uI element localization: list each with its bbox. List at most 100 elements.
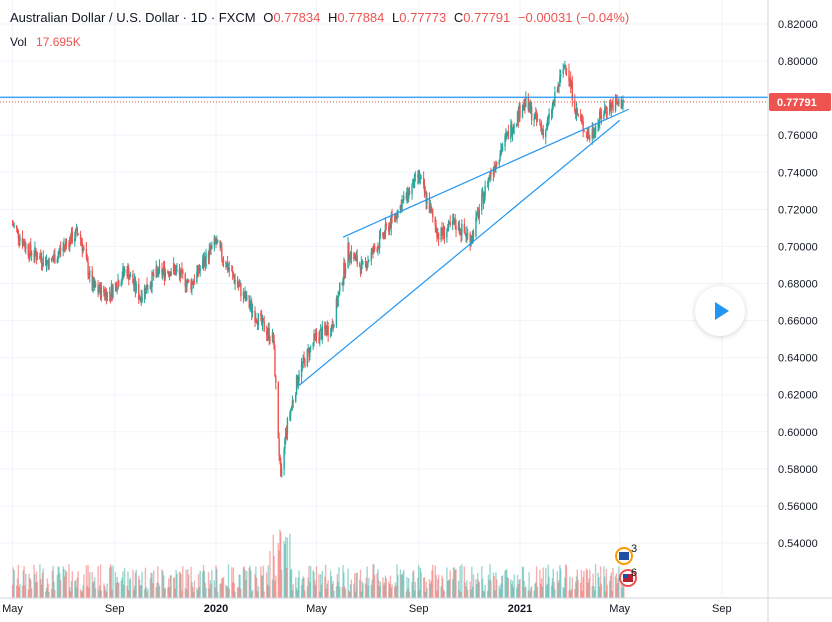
candle-body: [99, 284, 101, 291]
volume-bar: [556, 571, 559, 598]
volume-bar: [41, 572, 44, 598]
candle-body: [621, 106, 623, 109]
volume-bar: [184, 588, 186, 598]
volume-bar: [35, 581, 37, 598]
volume-bar: [418, 590, 421, 598]
candle-body: [338, 290, 340, 297]
candle-body: [108, 292, 111, 295]
volume-bar: [292, 584, 294, 598]
candle-body: [343, 262, 345, 279]
candle-body: [36, 259, 39, 261]
volume-bar: [530, 587, 532, 598]
candle-body: [132, 274, 134, 284]
volume-bar: [396, 564, 398, 598]
candle-body: [319, 330, 321, 342]
volume-bar: [586, 569, 588, 598]
candle-body: [452, 220, 454, 225]
volume-bar: [559, 568, 562, 598]
economic-events[interactable]: 3 6: [615, 543, 637, 587]
symbol-title: Australian Dollar / U.S. Dollar · 1D · F…: [10, 10, 256, 25]
volume-bar: [234, 591, 236, 598]
candle-body: [534, 114, 536, 119]
volume-bar: [382, 577, 384, 598]
event-au-icon[interactable]: 3: [615, 543, 637, 565]
candle-body: [210, 245, 212, 249]
candle-body: [506, 131, 509, 134]
volume-bar: [605, 568, 608, 598]
replay-play-button[interactable]: [695, 286, 745, 336]
volume-bar: [301, 578, 304, 598]
candle-body: [176, 269, 178, 271]
candle-body: [407, 187, 409, 200]
trend-lines[interactable]: [0, 96, 768, 386]
volume-bar: [403, 569, 405, 598]
volume-bar: [400, 574, 402, 598]
x-tick-label: 2021: [508, 603, 532, 615]
candle-body: [434, 217, 436, 226]
volume-bar: [64, 576, 66, 598]
symbol-legend[interactable]: Australian Dollar / U.S. Dollar · 1D · F…: [10, 10, 629, 25]
candle-body: [35, 253, 38, 260]
candle-body: [442, 233, 444, 235]
volume-bar: [541, 586, 544, 598]
candle-body: [492, 168, 495, 176]
candle-body: [250, 302, 252, 307]
candle-body: [517, 111, 520, 121]
volume-bar: [157, 583, 160, 598]
volume-bar: [565, 565, 568, 598]
candle-body: [280, 460, 282, 477]
upper-trend-line[interactable]: [342, 108, 630, 238]
volume-bar: [327, 580, 329, 598]
candle-body: [620, 99, 623, 109]
candle-body: [597, 124, 599, 126]
volume-bar: [92, 582, 94, 598]
candle-body: [85, 249, 88, 258]
volume-bar: [40, 578, 42, 598]
volume-bar: [425, 581, 427, 598]
volume-legend[interactable]: Vol 17.695K: [10, 35, 81, 49]
volume-bar: [452, 567, 455, 598]
candle-body: [400, 204, 402, 212]
low-label: L: [392, 10, 400, 25]
candle-body: [234, 280, 236, 283]
volume-bar: [262, 565, 265, 598]
volume-bar: [523, 580, 525, 598]
candle-body: [365, 261, 368, 269]
candle-body: [598, 122, 600, 125]
volume-bar: [325, 588, 328, 598]
volume-bar: [506, 568, 508, 598]
volume-bar: [391, 584, 393, 598]
time-axis[interactable]: May Sep 2020 May Sep 2021 May Sep: [0, 597, 832, 615]
candle-body: [470, 242, 472, 246]
volume-bar: [546, 583, 549, 598]
candle-body: [300, 364, 303, 377]
volume-bar: [27, 589, 29, 598]
candle-body: [80, 239, 83, 244]
candle-body: [594, 125, 597, 135]
event-us-icon[interactable]: 6: [619, 567, 637, 587]
candle-body: [481, 192, 484, 196]
volume-bar: [71, 571, 74, 598]
candle-body: [202, 259, 204, 269]
candle-body: [412, 179, 415, 188]
candle-body: [413, 175, 416, 188]
price-axis[interactable]: 0.820000.800000.780000.760000.740000.720…: [767, 0, 831, 622]
candle-body: [290, 406, 293, 410]
candle-body: [89, 270, 91, 277]
candle-body: [266, 333, 269, 336]
volume-bar: [540, 578, 543, 598]
lower-trend-line[interactable]: [298, 119, 621, 386]
volume-bar: [583, 571, 585, 598]
volume-bar: [570, 588, 573, 598]
candle-body: [24, 245, 26, 249]
volume-bar: [349, 584, 352, 598]
candle-body: [519, 105, 521, 118]
volume-bar: [350, 579, 353, 598]
volume-bar: [512, 587, 515, 598]
candle-body: [339, 283, 341, 291]
volume-bar: [362, 583, 364, 598]
candle-body: [471, 240, 473, 243]
high-label: H: [328, 10, 338, 25]
candle-body: [587, 133, 589, 138]
